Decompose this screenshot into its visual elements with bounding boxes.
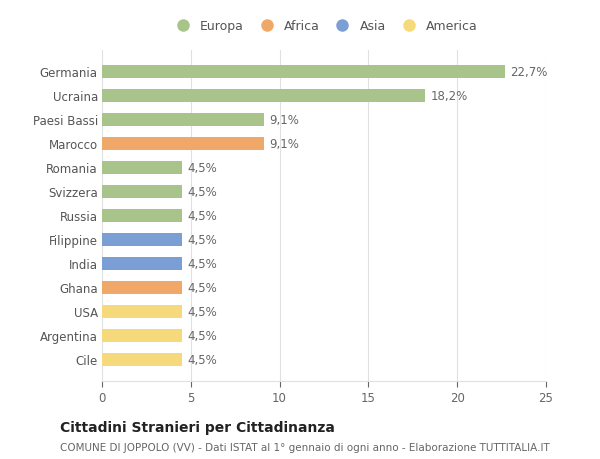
Text: 4,5%: 4,5% [187, 162, 217, 174]
Bar [102, 113, 263, 127]
Bar [102, 209, 182, 222]
Text: 4,5%: 4,5% [187, 233, 217, 246]
Text: 4,5%: 4,5% [187, 305, 217, 318]
Text: 4,5%: 4,5% [187, 209, 217, 222]
Legend: Europa, Africa, Asia, America: Europa, Africa, Asia, America [170, 20, 478, 34]
Text: 18,2%: 18,2% [431, 90, 468, 102]
Bar [102, 257, 182, 270]
Text: COMUNE DI JOPPOLO (VV) - Dati ISTAT al 1° gennaio di ogni anno - Elaborazione TU: COMUNE DI JOPPOLO (VV) - Dati ISTAT al 1… [60, 442, 550, 452]
Bar [102, 90, 425, 103]
Text: 4,5%: 4,5% [187, 185, 217, 198]
Bar [102, 329, 182, 342]
Bar [102, 137, 263, 151]
Bar [102, 66, 505, 78]
Bar [102, 281, 182, 294]
Text: 22,7%: 22,7% [511, 66, 548, 78]
Text: Cittadini Stranieri per Cittadinanza: Cittadini Stranieri per Cittadinanza [60, 420, 335, 434]
Text: 9,1%: 9,1% [269, 137, 299, 151]
Text: 4,5%: 4,5% [187, 353, 217, 366]
Text: 9,1%: 9,1% [269, 113, 299, 127]
Text: 4,5%: 4,5% [187, 257, 217, 270]
Bar [102, 185, 182, 198]
Bar [102, 305, 182, 318]
Bar [102, 233, 182, 246]
Text: 4,5%: 4,5% [187, 281, 217, 294]
Bar [102, 161, 182, 174]
Text: 4,5%: 4,5% [187, 329, 217, 342]
Bar [102, 353, 182, 366]
